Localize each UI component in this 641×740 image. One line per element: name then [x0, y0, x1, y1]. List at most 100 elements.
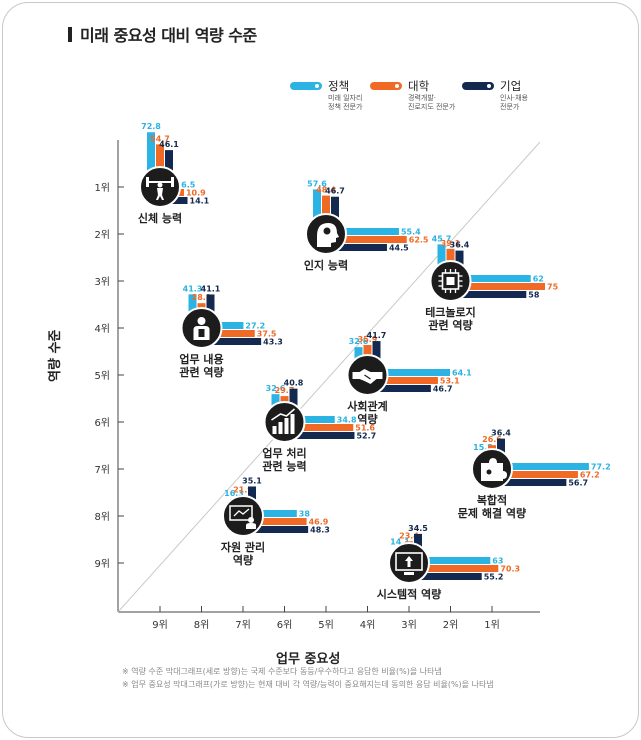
importance-bar — [207, 322, 244, 329]
importance-value-label: 34.8 — [337, 416, 357, 425]
importance-bar — [166, 197, 188, 204]
item-icon-circle — [222, 495, 264, 537]
importance-bar — [415, 557, 491, 564]
importance-bar — [498, 479, 567, 486]
competency-value-label: 26.6 — [482, 435, 502, 444]
chart-title: 미래 중요성 대비 역량 수준 — [80, 26, 257, 45]
chip-icon — [438, 269, 463, 293]
importance-value-label: 67.2 — [580, 471, 600, 480]
legend-label-policy: 정책 — [328, 79, 350, 93]
item-label: 자원 관리 — [221, 540, 265, 554]
importance-value-label: 52.7 — [356, 432, 376, 441]
legend: 정책 미래 일자리 정책 전문가 대학 경력개발· 진로지도 전문가 기업 인사… — [290, 79, 570, 122]
importance-bar — [332, 244, 387, 251]
importance-value-label: 63 — [492, 557, 503, 566]
legend-sub-company: 인사·채용 전문가 — [500, 94, 528, 111]
competency-value-label: 45.7 — [432, 234, 452, 243]
importance-bar — [373, 385, 431, 392]
importance-bar — [332, 228, 399, 235]
importance-bar — [249, 510, 297, 517]
y-tick-label: 7위 — [94, 463, 110, 476]
y-tick-label: 4위 — [94, 322, 110, 335]
item-label: 시스템적 역량 — [377, 587, 442, 601]
importance-bar — [207, 338, 262, 345]
competency-value-label: 23.4 — [399, 531, 419, 540]
importance-value-label: 53.1 — [440, 377, 460, 386]
importance-bar — [498, 471, 578, 478]
competency-value-label: 21.9 — [233, 485, 253, 494]
x-tick-label: 8위 — [194, 618, 210, 631]
legend-label-university: 대학 — [408, 79, 430, 93]
competency-value-label: 41.3 — [183, 284, 203, 293]
competency-value-label: 39.1 — [441, 239, 461, 248]
importance-bar — [456, 291, 527, 298]
importance-value-label: 75 — [547, 283, 559, 292]
competency-value-label: 29.7 — [275, 386, 295, 395]
legend-sub-policy: 미래 일자리 정책 전문가 — [328, 94, 363, 111]
importance-value-label: 58 — [528, 291, 540, 300]
importance-value-label: 27.2 — [245, 322, 265, 331]
competency-value-label: 57.6 — [307, 179, 327, 188]
competency-value-label: 46.7 — [325, 187, 345, 196]
x-tick-label: 4위 — [360, 618, 376, 631]
y-axis-title: 역량 수준 — [48, 329, 63, 382]
importance-value-label: 51.6 — [355, 424, 375, 433]
y-tick-label: 5위 — [94, 369, 110, 382]
importance-value-label: 62.5 — [409, 236, 429, 245]
importance-value-label: 70.3 — [500, 565, 520, 574]
competency-value-label: 16.3 — [224, 489, 244, 498]
competency-value-label: 14.1 — [390, 538, 410, 547]
importance-value-label: 56.7 — [568, 479, 588, 488]
importance-value-label: 6.5 — [181, 181, 196, 190]
legend-swatch-company — [462, 82, 494, 90]
x-tick-label: 6위 — [277, 618, 293, 631]
importance-bar — [373, 377, 438, 384]
legend-label-company: 기업 — [500, 79, 522, 93]
x-tick-label: 7위 — [235, 618, 251, 631]
item-label: 테크놀로지 — [425, 305, 476, 319]
item-label: 업무 내용 — [179, 352, 223, 366]
diagonal-line — [117, 141, 541, 613]
item-label: 관련 역량 — [428, 318, 472, 332]
item-label: 역량 — [357, 412, 377, 426]
x-axis-title: 업무 중요성 — [276, 652, 341, 667]
item-label: 신체 능력 — [138, 211, 182, 225]
importance-value-label: 10.9 — [186, 189, 206, 198]
item-label: 사회관계 — [347, 399, 387, 413]
footnote-2: ※ 업무 중요성 막대그래프(가로 방향)는 현재 대비 각 역량/능력이 중요… — [122, 680, 494, 689]
importance-value-label: 14.1 — [190, 197, 210, 206]
competency-value-label: 35.1 — [242, 476, 262, 485]
competency-value-label: 46.1 — [159, 140, 179, 149]
competency-value-label: 35.9 — [358, 335, 378, 344]
competency-bar — [156, 144, 164, 187]
legend-sub-university: 경력개발· 진로지도 전문가 — [408, 94, 456, 111]
importance-value-label: 55.4 — [401, 228, 421, 237]
worker-icon — [193, 317, 210, 340]
y-tick-label: 1위 — [94, 181, 110, 194]
importance-bar — [290, 416, 335, 423]
competency-value-label: 41.7 — [367, 331, 387, 340]
importance-bar — [249, 518, 307, 525]
legend-swatch-policy — [290, 82, 322, 90]
importance-bar — [498, 463, 589, 470]
title-block: 미래 중요성 대비 역량 수준 — [68, 22, 257, 46]
importance-value-label: 43.3 — [263, 338, 283, 347]
item-label: 역량 — [233, 553, 253, 567]
importance-bar — [415, 573, 482, 580]
y-tick-label: 8위 — [94, 510, 110, 523]
importance-value-label: 64.1 — [452, 369, 472, 378]
competency-value-label: 36.4 — [450, 241, 470, 250]
competency-bar — [147, 132, 155, 187]
importance-bar — [373, 369, 451, 376]
competency-value-label: 54.7 — [150, 134, 170, 143]
handshake-icon — [352, 369, 383, 384]
importance-bar — [290, 424, 354, 431]
x-tick-label: 1위 — [484, 618, 500, 631]
importance-bar — [249, 526, 309, 533]
importance-bar — [415, 565, 499, 572]
puzzle-icon — [481, 458, 507, 481]
importance-value-label: 48.3 — [310, 526, 330, 535]
x-tick-label: 5위 — [318, 618, 334, 631]
